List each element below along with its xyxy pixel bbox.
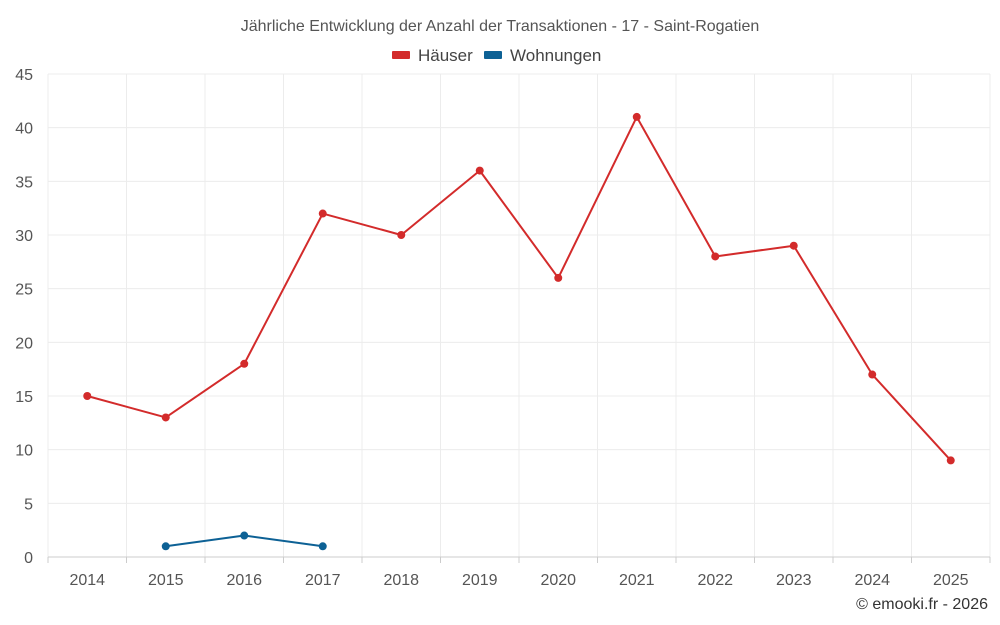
x-tick-label: 2024: [854, 572, 890, 589]
legend-label-wohnungen: Wohnungen: [510, 46, 601, 65]
x-tick-label: 2014: [69, 572, 105, 589]
data-point-haeuser: [397, 231, 406, 239]
x-tick-label: 2025: [933, 572, 969, 589]
data-point-haeuser: [318, 209, 327, 218]
series-haeuser: [83, 112, 955, 465]
data-point-haeuser: [554, 273, 563, 282]
y-tick-label: 35: [15, 174, 33, 191]
data-point-wohnungen: [161, 542, 170, 551]
x-tick-label: 2021: [619, 572, 655, 589]
legend: Häuser Wohnungen: [392, 46, 601, 65]
data-point-haeuser: [946, 456, 955, 465]
x-tick-label: 2018: [383, 572, 419, 589]
y-tick-label: 45: [15, 67, 33, 84]
data-point-haeuser: [475, 166, 484, 175]
data-point-haeuser: [789, 241, 798, 250]
data-point-haeuser: [161, 413, 170, 422]
x-tick-label: 2023: [776, 572, 812, 589]
legend-label-haeuser: Häuser: [418, 46, 473, 65]
x-tick-label: 2019: [462, 572, 498, 589]
chart-title: Jährliche Entwicklung der Anzahl der Tra…: [241, 18, 760, 35]
data-point-haeuser: [868, 370, 877, 379]
data-point-wohnungen: [240, 531, 249, 540]
data-point-haeuser: [711, 252, 720, 261]
x-tick-label: 2017: [305, 572, 341, 589]
legend-item-wohnungen[interactable]: Wohnungen: [484, 46, 601, 65]
x-tick-label: 2016: [226, 572, 262, 589]
data-point-wohnungen: [318, 542, 327, 551]
y-tick-label: 25: [15, 282, 33, 299]
data-point-haeuser: [240, 359, 249, 368]
y-tick-label: 40: [15, 121, 33, 138]
y-tick-label: 15: [15, 389, 33, 406]
y-tick-label: 30: [15, 228, 33, 245]
series-line-haeuser: [86, 115, 952, 462]
data-point-haeuser: [83, 392, 92, 400]
grid: [47, 73, 991, 557]
data-point-haeuser: [632, 112, 641, 121]
y-tick-label: 10: [15, 443, 33, 460]
x-tick-label: 2015: [148, 572, 184, 589]
legend-item-haeuser[interactable]: Häuser: [392, 46, 473, 65]
legend-swatch-haeuser: [392, 51, 410, 59]
series-wohnungen: [161, 531, 327, 551]
y-tick-label: 0: [24, 550, 33, 567]
x-tick-label: 2020: [540, 572, 576, 589]
series: [83, 112, 955, 551]
y-tick-label: 5: [24, 496, 33, 513]
legend-swatch-wohnungen: [484, 51, 502, 59]
x-tick-label: 2022: [697, 572, 733, 589]
credit-text: © emooki.fr - 2026: [856, 596, 988, 613]
y-tick-label: 20: [15, 335, 33, 352]
